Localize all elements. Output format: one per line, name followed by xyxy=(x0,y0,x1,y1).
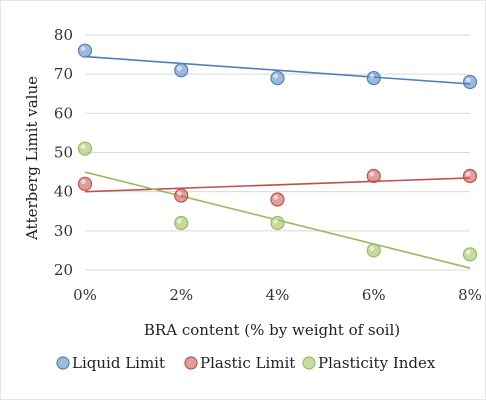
data-points xyxy=(77,43,478,262)
data-point-plastic-limit xyxy=(77,176,93,191)
data-point-highlight xyxy=(369,171,375,177)
data-point-highlight xyxy=(273,195,279,200)
y-tick-label: 80 xyxy=(54,26,73,44)
data-point-plasticity-index xyxy=(462,247,478,262)
x-tick-label: 0% xyxy=(73,286,97,304)
x-tick-label: 4% xyxy=(266,286,290,304)
legend-marker-liquid-limit xyxy=(56,356,70,370)
data-point-liquid-limit xyxy=(366,70,381,86)
data-point-plastic-limit xyxy=(174,188,189,203)
data-point-highlight xyxy=(273,218,279,224)
x-tick-label: 8% xyxy=(458,286,482,304)
data-point-highlight xyxy=(273,73,279,79)
legend-marker-plasticity-index xyxy=(302,356,316,370)
data-point-liquid-limit xyxy=(77,43,93,58)
data-point-highlight xyxy=(80,46,86,52)
data-point-plastic-limit xyxy=(270,192,285,207)
data-point-plasticity-index xyxy=(77,141,93,156)
data-point-highlight xyxy=(369,73,375,79)
data-point-plastic-limit xyxy=(462,168,478,184)
data-point-plasticity-index xyxy=(366,243,381,258)
x-axis-title: BRA content (% by weight of soil) xyxy=(144,321,400,339)
trendline-plastic-limit xyxy=(84,177,471,193)
data-point-highlight xyxy=(177,191,182,196)
legend: Liquid Limit Plastic Limit Plasticity Inde… xyxy=(56,354,436,372)
y-axis-ticks: 20 30 40 50 60 70 80 xyxy=(54,26,73,279)
data-point-highlight xyxy=(177,65,182,71)
trendline-liquid-limit xyxy=(84,55,471,85)
data-point-plasticity-index xyxy=(270,215,285,231)
y-axis-title: Atterberg Limit value xyxy=(23,76,41,241)
data-point-plastic-limit xyxy=(366,168,381,184)
y-tick-label: 60 xyxy=(54,104,73,122)
data-point-plasticity-index xyxy=(174,215,189,231)
data-point-highlight xyxy=(369,246,375,251)
x-axis-ticks: 0% 2% 4% 6% 8% xyxy=(73,286,482,304)
data-point-liquid-limit xyxy=(462,74,478,90)
legend-marker-plastic-limit xyxy=(184,356,198,370)
legend-label-plastic-limit: Plastic Limit xyxy=(200,354,295,372)
x-tick-label: 2% xyxy=(169,286,193,304)
data-point-highlight xyxy=(80,179,86,185)
data-point-highlight xyxy=(465,249,471,255)
y-tick-label: 40 xyxy=(54,183,73,201)
y-tick-label: 20 xyxy=(54,261,73,279)
data-point-highlight xyxy=(177,218,182,224)
legend-label-plasticity-index: Plasticity Index xyxy=(318,354,436,372)
y-tick-label: 70 xyxy=(54,65,73,83)
data-point-highlight xyxy=(80,144,86,149)
data-point-liquid-limit xyxy=(270,70,285,86)
y-tick-label: 50 xyxy=(54,144,73,162)
x-tick-label: 6% xyxy=(362,286,386,304)
data-point-highlight xyxy=(465,171,471,177)
y-tick-label: 30 xyxy=(54,222,73,240)
data-point-liquid-limit xyxy=(174,63,189,78)
legend-label-liquid-limit: Liquid Limit xyxy=(72,354,165,372)
data-point-highlight xyxy=(465,77,471,83)
